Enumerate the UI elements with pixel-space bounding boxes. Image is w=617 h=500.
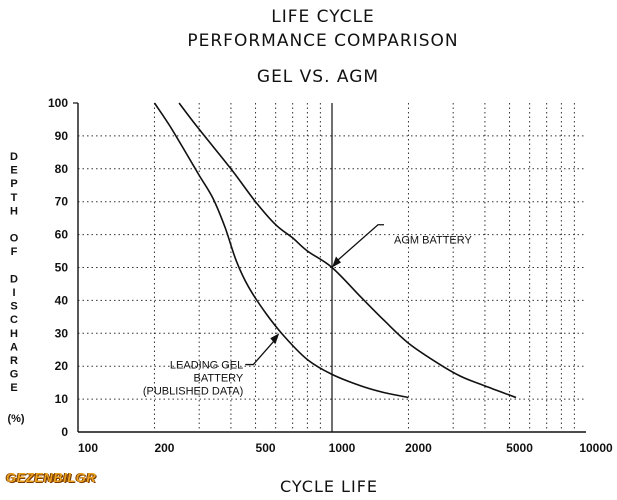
- agm-leader-line: [333, 224, 384, 264]
- gel-battery-label: LEADING GEL: [170, 360, 243, 372]
- x-tick-label: 5000: [506, 441, 533, 455]
- series-layer: [153, 102, 517, 399]
- x-tick-label: 200: [154, 441, 174, 455]
- y-axis-title-letter: I: [12, 287, 15, 299]
- chart-subtitle: GEL VS. AGM: [257, 67, 379, 87]
- y-axis-title-letter: H: [10, 205, 18, 217]
- agm-battery-line: [178, 102, 517, 399]
- x-tick-label: 100: [78, 441, 98, 455]
- y-tick-label: 10: [55, 392, 69, 406]
- chart-title-line-1: LIFE CYCLE: [271, 7, 375, 27]
- gel-battery-label: (PUBLISHED DATA): [143, 386, 243, 398]
- y-axis-title-letter: D: [10, 151, 18, 163]
- y-axis-title-letter: P: [10, 178, 17, 190]
- y-tick-label: 100: [48, 96, 68, 110]
- y-tick-label: 50: [55, 261, 69, 275]
- y-axis-title-letter: T: [11, 192, 18, 204]
- y-axis-title-letter: C: [10, 314, 18, 326]
- y-axis-title-letter: F: [11, 246, 18, 258]
- y-tick-label: 30: [55, 326, 69, 340]
- y-axis-title-letter: H: [10, 328, 18, 340]
- gel-battery-line: [153, 102, 409, 399]
- y-tick-label: 80: [55, 162, 69, 176]
- x-tick-label: 1000: [329, 441, 356, 455]
- gel-leader-line: [245, 336, 278, 366]
- y-tick-label: 40: [55, 293, 69, 307]
- y-axis-title-letter: O: [10, 233, 19, 245]
- y-axis-title-letter: A: [10, 341, 18, 353]
- y-tick-label: 90: [55, 129, 69, 143]
- agm-arrowhead: [332, 256, 341, 268]
- chart-title-line-2: PERFORMANCE COMPARISON: [187, 31, 458, 51]
- x-tick-label: 10000: [579, 441, 613, 455]
- watermark-logo: GEZENBILGR: [6, 470, 97, 485]
- y-axis-title-letter: D: [10, 273, 18, 285]
- y-axis-title-letter: R: [10, 355, 18, 367]
- y-axis-title-letter: S: [10, 301, 17, 313]
- y-axis-title-letter: G: [10, 369, 19, 381]
- chart-text: 0 10 20 30 40 50 60 70 80 90 100 100 200 500 1000 2000 5…: [7, 7, 613, 496]
- x-tick-label: 500: [256, 441, 276, 455]
- y-tick-label: 0: [61, 425, 68, 439]
- y-tick-label: 70: [55, 195, 69, 209]
- gel-battery-label: BATTERY: [194, 373, 244, 385]
- y-tick-label: 20: [55, 359, 69, 373]
- y-axis-title-letter: E: [10, 165, 17, 177]
- agm-battery-label: AGM BATTERY: [394, 235, 472, 247]
- y-axis-title-letter: E: [10, 382, 17, 394]
- y-axis-unit: (%): [7, 413, 24, 425]
- x-axis-title: CYCLE LIFE: [280, 477, 378, 496]
- gel-arrowhead: [270, 333, 280, 345]
- annotations: AGM BATTERY LEADING GELBATTERY(PUBLISHED …: [143, 224, 472, 398]
- y-tick-label: 60: [55, 228, 69, 242]
- x-tick-label: 2000: [405, 441, 432, 455]
